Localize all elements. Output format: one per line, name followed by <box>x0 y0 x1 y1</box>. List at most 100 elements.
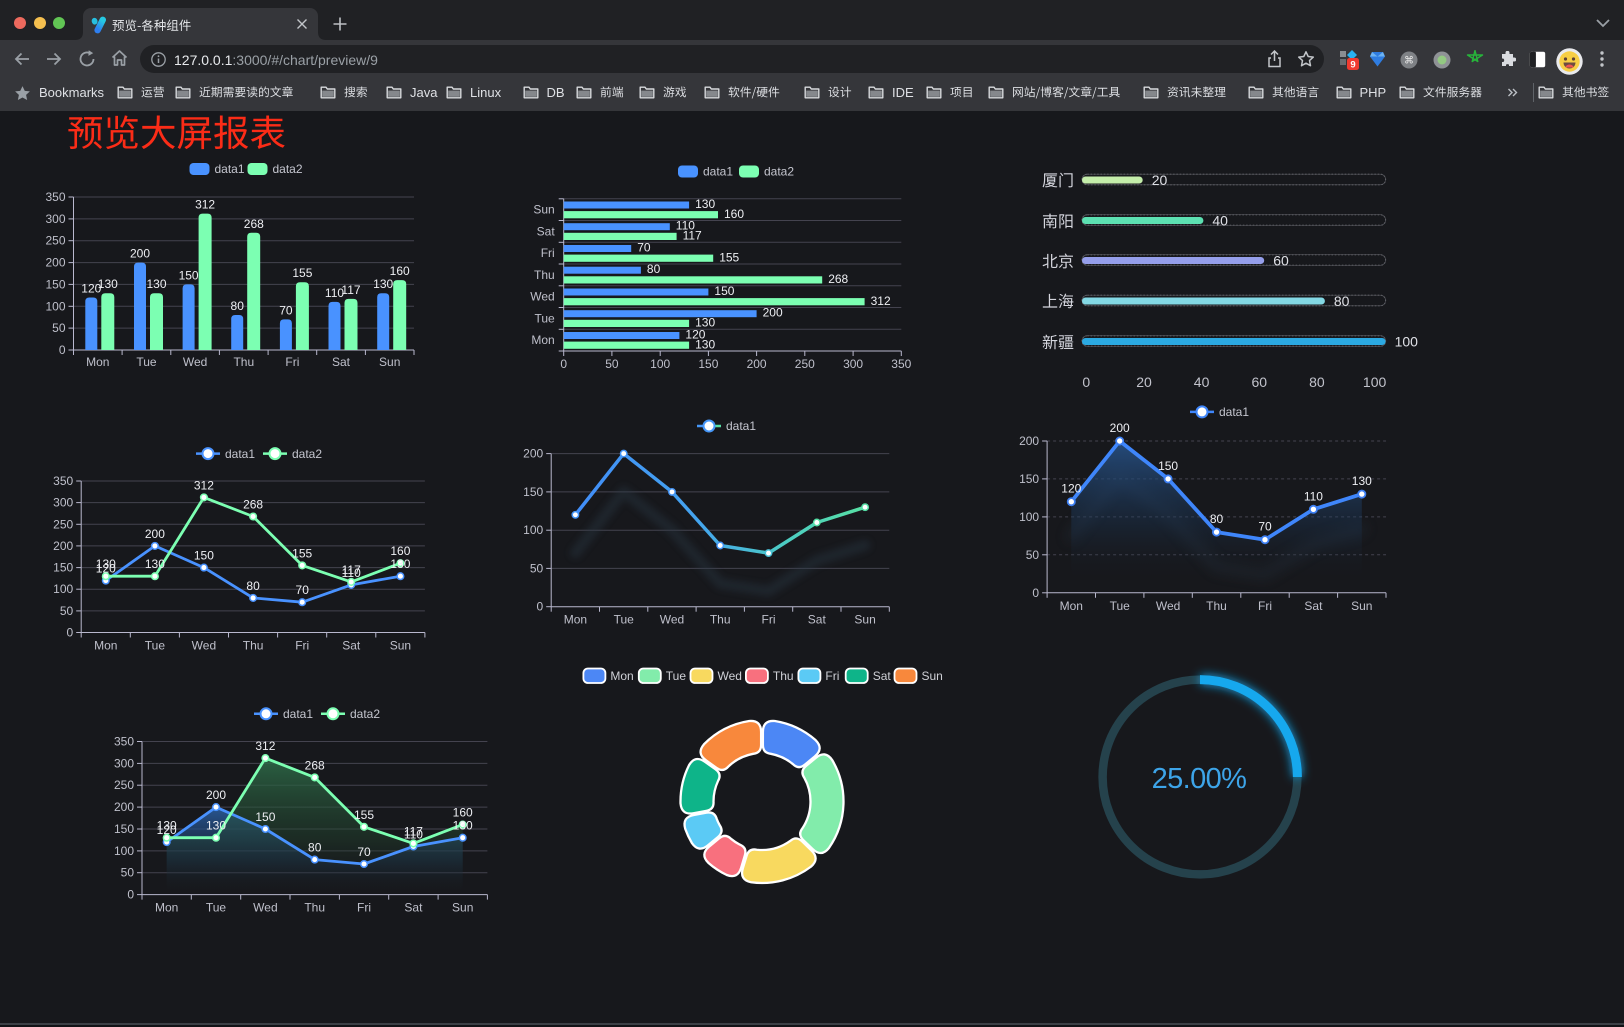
svg-text:0: 0 <box>1082 374 1090 390</box>
svg-text:100: 100 <box>523 523 543 537</box>
svg-text:130: 130 <box>96 557 116 571</box>
svg-text:data1: data1 <box>703 165 733 179</box>
svg-text:Fri: Fri <box>285 355 299 369</box>
svg-text:100: 100 <box>1019 510 1039 524</box>
svg-text:117: 117 <box>683 229 702 243</box>
svg-text:150: 150 <box>714 284 734 298</box>
svg-text:Sat: Sat <box>332 355 351 369</box>
svg-text:312: 312 <box>871 294 891 308</box>
svg-text:70: 70 <box>279 303 293 317</box>
svg-text:100: 100 <box>1395 334 1419 350</box>
svg-text:Mon: Mon <box>1060 599 1083 613</box>
svg-text:Mon: Mon <box>610 669 633 683</box>
svg-text:268: 268 <box>305 758 325 772</box>
svg-text:200: 200 <box>114 800 134 814</box>
svg-text:200: 200 <box>45 256 65 270</box>
svg-text:0: 0 <box>560 357 567 371</box>
svg-text:40: 40 <box>1212 213 1228 229</box>
svg-text:150: 150 <box>255 810 275 824</box>
svg-text:80: 80 <box>1210 512 1224 526</box>
svg-text:20: 20 <box>1136 374 1152 390</box>
svg-text:160: 160 <box>453 806 473 820</box>
svg-text:250: 250 <box>53 517 73 531</box>
svg-text:Sun: Sun <box>1351 599 1372 613</box>
svg-text:100: 100 <box>45 299 65 313</box>
svg-text:80: 80 <box>647 262 661 276</box>
svg-text:Thu: Thu <box>534 268 555 282</box>
svg-text:50: 50 <box>605 357 619 371</box>
svg-text:Sat: Sat <box>873 669 892 683</box>
svg-text:Thu: Thu <box>1206 599 1227 613</box>
svg-text:312: 312 <box>194 478 214 492</box>
svg-text:130: 130 <box>145 557 165 571</box>
svg-text:80: 80 <box>1334 293 1350 309</box>
svg-text:100: 100 <box>1363 374 1387 390</box>
svg-text:120: 120 <box>96 562 116 576</box>
svg-text:Sun: Sun <box>854 613 875 627</box>
svg-text:130: 130 <box>390 557 410 571</box>
svg-text:300: 300 <box>45 212 65 226</box>
svg-text:Thu: Thu <box>243 639 264 653</box>
svg-text:70: 70 <box>296 583 310 597</box>
svg-text:250: 250 <box>795 357 815 371</box>
svg-text:120: 120 <box>81 282 101 296</box>
svg-text:160: 160 <box>390 544 410 558</box>
svg-text:Thu: Thu <box>773 669 794 683</box>
svg-text:120: 120 <box>685 328 705 342</box>
svg-text:Wed: Wed <box>253 901 277 915</box>
svg-text:130: 130 <box>146 277 166 291</box>
svg-text:0: 0 <box>127 888 134 902</box>
svg-text:50: 50 <box>1026 548 1040 562</box>
svg-text:Sun: Sun <box>379 355 400 369</box>
svg-text:300: 300 <box>114 756 134 770</box>
svg-text:110: 110 <box>404 828 423 842</box>
svg-text:110: 110 <box>1304 489 1323 503</box>
svg-text:155: 155 <box>292 546 312 560</box>
svg-text:130: 130 <box>453 819 473 833</box>
svg-text:Tue: Tue <box>145 639 166 653</box>
svg-text:⌘: ⌘ <box>1404 56 1414 67</box>
svg-text:200: 200 <box>763 306 783 320</box>
svg-text:312: 312 <box>255 739 275 753</box>
svg-text:80: 80 <box>1309 374 1325 390</box>
svg-text:40: 40 <box>1194 374 1210 390</box>
svg-text:Sat: Sat <box>342 639 361 653</box>
svg-text:130: 130 <box>157 819 177 833</box>
svg-text:70: 70 <box>1258 520 1272 534</box>
svg-text:80: 80 <box>308 841 322 855</box>
svg-text:data1: data1 <box>726 419 756 433</box>
svg-text:9: 9 <box>1350 60 1355 71</box>
svg-text:60: 60 <box>1273 253 1289 269</box>
svg-text:Fri: Fri <box>541 246 555 260</box>
svg-text:Sun: Sun <box>452 901 473 915</box>
svg-text:268: 268 <box>243 498 263 512</box>
svg-text:Fri: Fri <box>825 669 839 683</box>
svg-text:Sun: Sun <box>533 203 554 217</box>
svg-text:Sun: Sun <box>390 639 411 653</box>
svg-text:150: 150 <box>194 549 214 563</box>
svg-text:110: 110 <box>676 219 695 233</box>
svg-text:data2: data2 <box>764 165 794 179</box>
svg-text:155: 155 <box>719 250 739 264</box>
svg-text:150: 150 <box>1019 472 1039 486</box>
svg-text:110: 110 <box>325 286 344 300</box>
svg-text:350: 350 <box>891 357 911 371</box>
svg-text:300: 300 <box>53 496 73 510</box>
svg-text:350: 350 <box>53 474 73 488</box>
svg-text:Wed: Wed <box>192 639 216 653</box>
svg-text:data1: data1 <box>1219 405 1249 419</box>
svg-text:200: 200 <box>1019 434 1039 448</box>
svg-text:Fri: Fri <box>357 901 371 915</box>
svg-text:Mon: Mon <box>564 613 587 627</box>
svg-text:150: 150 <box>179 268 199 282</box>
svg-text:160: 160 <box>390 264 410 278</box>
svg-text:268: 268 <box>244 217 264 231</box>
svg-text:150: 150 <box>523 485 543 499</box>
svg-text:Fri: Fri <box>1258 599 1272 613</box>
svg-text:Mon: Mon <box>86 355 109 369</box>
svg-text:Wed: Wed <box>1156 599 1180 613</box>
svg-text:70: 70 <box>637 241 651 255</box>
svg-text:200: 200 <box>1110 421 1130 435</box>
svg-text:data2: data2 <box>292 447 322 461</box>
svg-text:Wed: Wed <box>183 355 207 369</box>
